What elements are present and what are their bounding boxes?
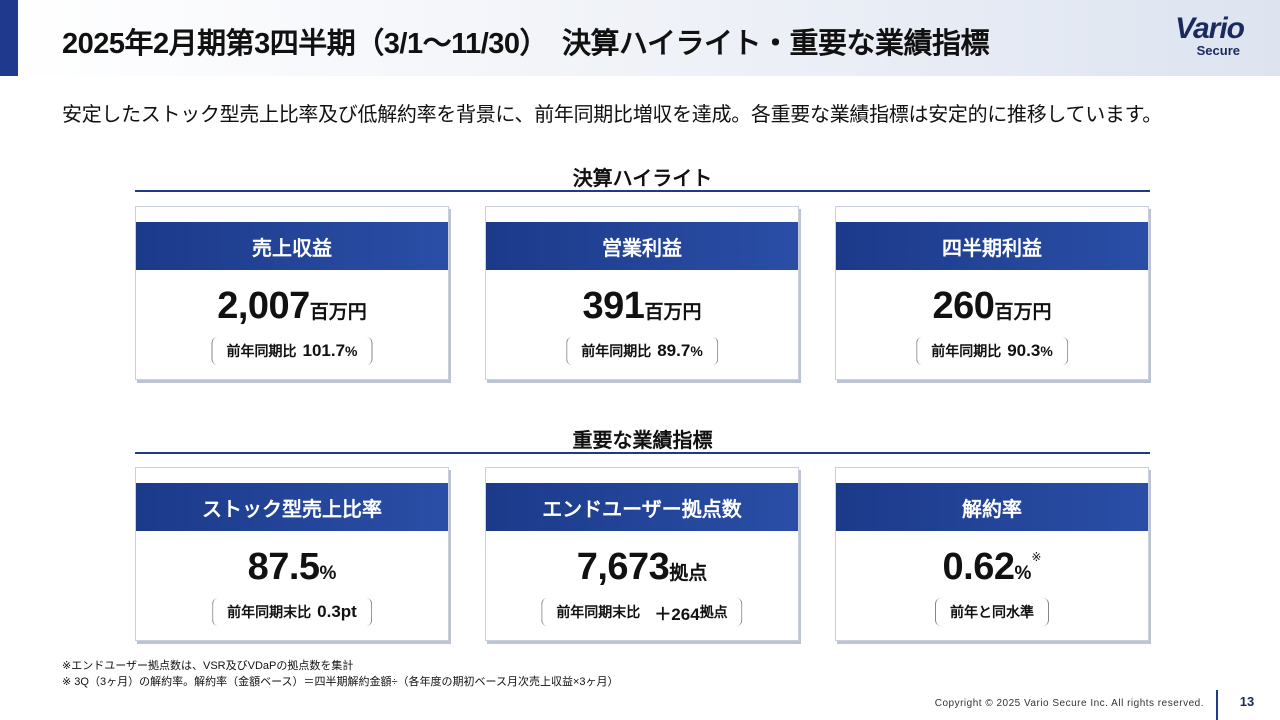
highlights-section-title: 決算ハイライト bbox=[572, 168, 713, 190]
page-title: 2025年2月期第3四半期（3/1～11/30） 決算ハイライト・重要な業績指標 bbox=[62, 28, 989, 60]
card-value: 2,007百万円 bbox=[136, 285, 448, 328]
card-value: 0.62%※ bbox=[836, 546, 1148, 589]
page-number: 13 bbox=[1239, 694, 1255, 709]
card-number: 7,673 bbox=[576, 546, 670, 588]
comparison-unit: % bbox=[690, 343, 703, 359]
slide-header: 2025年2月期第3四半期（3/1～11/30） 決算ハイライト・重要な業績指標… bbox=[0, 0, 1280, 76]
copyright: Copyright © 2025 Vario Secure Inc. All r… bbox=[934, 698, 1204, 709]
card-label: 解約率 bbox=[836, 483, 1148, 531]
card-unit: 百万円 bbox=[309, 302, 367, 323]
comparison-value: ＋264 bbox=[654, 604, 700, 624]
card-value: 260百万円 bbox=[836, 285, 1148, 328]
card-comparison: 前年同期比 90.3% bbox=[916, 337, 1068, 365]
comparison-label: 前年同期末比 bbox=[556, 604, 641, 620]
logo-sub-text: Secure bbox=[1196, 43, 1240, 58]
card-number: 0.62 bbox=[942, 546, 1015, 588]
company-logo: Vario Secure bbox=[1152, 12, 1245, 64]
header-accent-bar bbox=[0, 0, 18, 76]
kpi-section-rule bbox=[135, 452, 1150, 454]
card-comparison: 前年同期比 89.7% bbox=[566, 337, 718, 365]
card-comparison: 前年同期比 101.7% bbox=[211, 337, 373, 365]
card-number: 260 bbox=[932, 285, 995, 327]
page-number-divider bbox=[1216, 690, 1218, 720]
lead-text: 安定したストック型売上比率及び低解約率を背景に、前年同期比増収を達成。各重要な業… bbox=[62, 104, 1162, 126]
comparison-label: 前年同期比 bbox=[931, 343, 1002, 359]
kpi-card-stock-ratio: ストック型売上比率 87.5% 前年同期末比 0.3pt bbox=[135, 467, 449, 641]
comparison-unit: % bbox=[1040, 343, 1053, 359]
comparison-unit: 拠点 bbox=[699, 604, 728, 620]
footnotes: ※エンドユーザー拠点数は、VSR及びVDaPの拠点数を集計 ※ 3Q（3ヶ月）の… bbox=[62, 658, 619, 690]
card-value: 87.5% bbox=[136, 546, 448, 589]
footnote-mark: ※ bbox=[1031, 550, 1042, 564]
card-label: ストック型売上比率 bbox=[136, 483, 448, 531]
kpi-card-churn-rate: 解約率 0.62%※ 前年と同水準 bbox=[835, 467, 1149, 641]
card-unit: % bbox=[319, 563, 337, 584]
highlights-section-rule bbox=[135, 190, 1150, 192]
card-value: 7,673拠点 bbox=[486, 546, 798, 589]
comparison-unit: % bbox=[345, 343, 358, 359]
comparison-label: 前年と同水準 bbox=[950, 604, 1034, 620]
comparison-label: 前年同期末比 bbox=[227, 604, 312, 620]
footnote-item: ※ 3Q（3ヶ月）の解約率。解約率（金額ベース）＝四半期解約金額÷（各年度の期初… bbox=[62, 676, 619, 688]
card-number: 87.5 bbox=[247, 546, 320, 588]
card-label: エンドユーザー拠点数 bbox=[486, 483, 798, 531]
comparison-value: 90.3 bbox=[1007, 341, 1041, 360]
logo-main-text: Vario bbox=[1175, 12, 1245, 45]
comparison-label: 前年同期比 bbox=[581, 343, 652, 359]
comparison-value: 101.7 bbox=[302, 341, 346, 360]
card-value: 391百万円 bbox=[486, 285, 798, 328]
card-number: 391 bbox=[582, 285, 645, 327]
highlight-card-revenue: 売上収益 2,007百万円 前年同期比 101.7% bbox=[135, 206, 449, 380]
card-label: 四半期利益 bbox=[836, 222, 1148, 270]
highlight-card-operating-profit: 営業利益 391百万円 前年同期比 89.7% bbox=[485, 206, 799, 380]
card-unit: 百万円 bbox=[644, 302, 702, 323]
card-unit: % bbox=[1014, 563, 1032, 584]
highlight-card-quarterly-profit: 四半期利益 260百万円 前年同期比 90.3% bbox=[835, 206, 1149, 380]
comparison-value: 0.3pt bbox=[317, 602, 357, 621]
card-unit: 拠点 bbox=[669, 563, 708, 584]
card-label: 売上収益 bbox=[136, 222, 448, 270]
comparison-value: 89.7 bbox=[657, 341, 691, 360]
card-comparison: 前年同期末比 0.3pt bbox=[212, 598, 372, 626]
kpi-section-title: 重要な業績指標 bbox=[572, 430, 713, 452]
card-unit: 百万円 bbox=[994, 302, 1052, 323]
card-number: 2,007 bbox=[217, 285, 310, 327]
card-comparison: 前年同期末比 ＋264 拠点 bbox=[541, 598, 743, 626]
comparison-label: 前年同期比 bbox=[226, 343, 297, 359]
footnote-item: ※エンドユーザー拠点数は、VSR及びVDaPの拠点数を集計 bbox=[62, 660, 354, 672]
card-comparison: 前年と同水準 bbox=[935, 598, 1049, 626]
kpi-card-end-user-sites: エンドユーザー拠点数 7,673拠点 前年同期末比 ＋264 拠点 bbox=[485, 467, 799, 641]
card-label: 営業利益 bbox=[486, 222, 798, 270]
